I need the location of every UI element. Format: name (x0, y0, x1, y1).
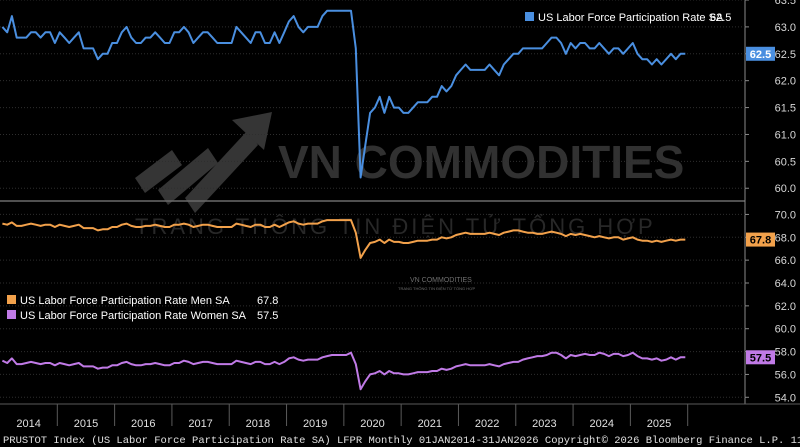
legend-swatch-total (525, 12, 534, 21)
x-tick-label: 2017 (188, 418, 212, 430)
last-value-flag-top-0 (746, 46, 775, 61)
legend-label-women: US Labor Force Participation Rate Women … (20, 310, 247, 322)
watermark: VN COMMODITIES TRANG THÔNG TIN ĐIỆN TỬ T… (135, 112, 684, 291)
legend-bottom: US Labor Force Participation Rate Men SA… (7, 295, 278, 322)
legend-value-men: 67.8 (257, 295, 278, 307)
legend-top: US Labor Force Participation Rate SA 62.… (525, 12, 731, 24)
y-tick-label: 63.5 (775, 0, 796, 7)
last-value-flags: 62.5 67.8 57.5 (746, 46, 775, 365)
legend-swatch-women (7, 310, 16, 319)
x-tick-label: 2021 (418, 418, 442, 430)
legend-label-total: US Labor Force Participation Rate SA (538, 12, 724, 24)
y-tick-label: 70.0 (775, 209, 796, 221)
x-tick-label: 2018 (246, 418, 270, 430)
series-layer (1, 9, 686, 391)
watermark-small-title: VN COMMODITIES (410, 277, 472, 284)
y-tick-label: 58.0 (775, 347, 796, 359)
x-tick-label: 2014 (16, 418, 40, 430)
y-tick-label: 60.5 (775, 156, 796, 168)
y-tick-label: 62.0 (775, 76, 796, 88)
y-tick-label: 60.0 (775, 324, 796, 336)
series-line-bottom-1 (1, 351, 686, 391)
x-tick-label: 2024 (589, 418, 613, 430)
y-tick-label: 62.5 (775, 49, 796, 61)
legend-swatch-men (7, 295, 16, 304)
series-line-bottom-0 (2, 219, 686, 259)
y-tick-label: 68.0 (775, 232, 796, 244)
y-tick-label: 63.0 (775, 22, 796, 34)
x-tick-label: 2019 (303, 418, 327, 430)
y-tick-label: 56.0 (775, 369, 796, 381)
y-tick-label: 62.0 (775, 301, 796, 313)
watermark-title: VN COMMODITIES (278, 136, 684, 188)
y-tick-label: 54.0 (775, 392, 796, 404)
last-value-flag-text-bottom-0: 67.8 (750, 235, 771, 247)
x-tick-label: 2020 (360, 418, 384, 430)
x-tick-label: 2015 (74, 418, 98, 430)
legend-value-total: 62.5 (710, 12, 731, 24)
last-value-flag-text-bottom-1: 57.5 (750, 352, 771, 364)
x-tick-label: 2016 (131, 418, 155, 430)
x-tick-label: 2022 (475, 418, 499, 430)
watermark-small-subtitle: TRANG THÔNG TIN ĐIỆN TỬ TỔNG HỢP (398, 286, 476, 291)
footer-source: PRUSTOT Index (US Labor Force Participat… (3, 435, 800, 447)
last-value-flag-bottom-1 (746, 350, 775, 365)
watermark-logo-icon (135, 112, 272, 213)
x-tick-labels: 2014 2015 2016 2017 2018 2019 2020 2021 2022 2023… (16, 418, 671, 430)
x-tick-label: 2023 (532, 418, 556, 430)
y-tick-label: 66.0 (775, 255, 796, 267)
y-tick-label: 61.5 (775, 103, 796, 115)
x-tick-label: 2025 (647, 418, 671, 430)
series-line-top-0 (1, 9, 686, 179)
legend-label-men: US Labor Force Participation Rate Men SA (20, 295, 230, 307)
y-tick-label: 60.0 (775, 183, 796, 195)
y-tick-label: 64.0 (775, 278, 796, 290)
legend-value-women: 57.5 (257, 310, 278, 322)
y-tick-labels: 60.0 60.5 61.0 61.5 62.0 62.5 63.0 63.5 54.0 56.0… (775, 0, 796, 404)
last-value-flag-bottom-0 (746, 232, 775, 247)
y-tick-label: 61.0 (775, 129, 796, 141)
grid-layer (0, 0, 749, 426)
last-value-flag-text-top-0: 62.5 (750, 49, 771, 61)
